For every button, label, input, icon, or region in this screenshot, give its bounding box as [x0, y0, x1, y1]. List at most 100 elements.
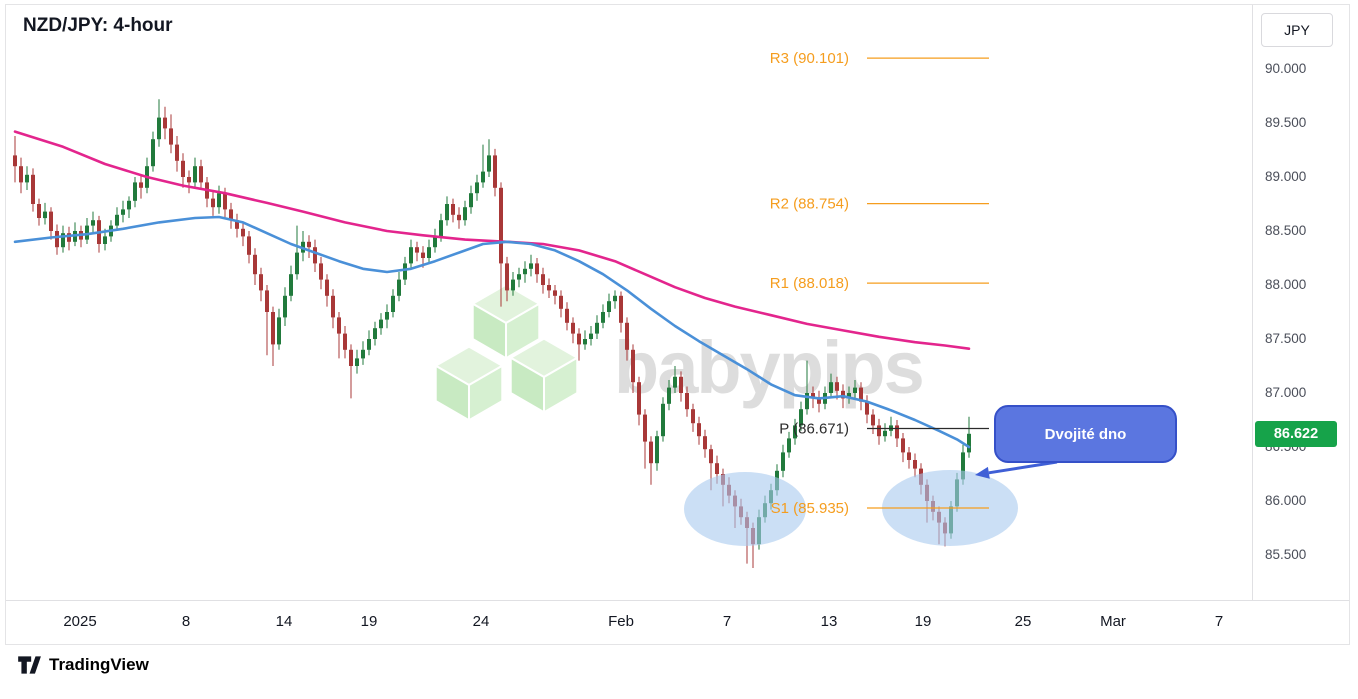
last-price-badge: 86.622 — [1255, 420, 1337, 447]
currency-button[interactable]: JPY — [1261, 13, 1333, 47]
candle-body — [517, 274, 521, 280]
candle-body — [625, 322, 629, 350]
candle-body — [343, 333, 347, 350]
candle-body — [595, 322, 599, 334]
candle-body — [181, 160, 185, 177]
candle-body — [811, 393, 815, 399]
time-axis-label: 7 — [1214, 613, 1224, 630]
price-tick-label: 89.500 — [1265, 115, 1307, 130]
pivot-label-r3: R3 (90.101) — [770, 50, 849, 67]
candle-body — [409, 247, 413, 264]
candle-body — [367, 339, 371, 350]
candle-body — [853, 387, 857, 393]
candle-body — [151, 139, 155, 167]
candle-body — [13, 155, 17, 167]
time-axis-label: 14 — [275, 613, 293, 630]
candle-body — [319, 263, 323, 280]
candle-body — [661, 403, 665, 437]
candle-body — [883, 430, 887, 437]
candle-body — [127, 200, 131, 210]
watermark-cube-icon — [508, 337, 580, 414]
candle-body — [469, 193, 473, 208]
candle-body — [439, 220, 443, 237]
candle-body — [583, 339, 587, 345]
candle-body — [619, 295, 623, 323]
candle-body — [49, 211, 53, 231]
candle-body — [703, 436, 707, 450]
candle-body — [871, 414, 875, 426]
candle-body — [61, 233, 65, 248]
pivot-label-r2: R2 (88.754) — [770, 196, 849, 213]
candle-body — [43, 211, 47, 219]
candle-body — [25, 174, 29, 183]
candle-body — [265, 290, 269, 312]
candle-body — [541, 274, 545, 285]
pivot-label-p: P (86.671) — [779, 421, 849, 438]
candle-body — [289, 274, 293, 296]
candle-body — [805, 393, 809, 410]
candle-body — [157, 117, 161, 140]
watermark-cube-icon — [433, 345, 505, 422]
watermark-cube-icon — [470, 283, 542, 360]
candle-body — [235, 220, 239, 229]
price-tick-label: 87.000 — [1265, 385, 1307, 400]
candle-body — [589, 333, 593, 339]
price-axis[interactable]: JPY 86.622 90.000 89.500 89.000 88.500 88.00… — [1252, 5, 1349, 600]
time-axis[interactable]: 2025 8 14 19 24 Feb 7 13 19 25 Mar 7 — [6, 600, 1349, 644]
candle-body — [283, 295, 287, 318]
candle-body — [451, 204, 455, 215]
candle-body — [553, 290, 557, 296]
price-tick-label: 89.000 — [1265, 169, 1307, 184]
candle-body — [253, 254, 257, 275]
candle-body — [547, 285, 551, 291]
candle-body — [865, 401, 869, 415]
candle-body — [187, 177, 191, 183]
candle-body — [577, 333, 581, 345]
candle-body — [103, 236, 107, 244]
candle-body — [511, 279, 515, 291]
candle-body — [295, 252, 299, 275]
price-chart[interactable]: babypips R3 (90.101) R2 (88.754) R1 (88.018… — [6, 5, 1252, 600]
fast-ma-blue — [13, 215, 971, 449]
time-axis-label: 7 — [722, 613, 732, 630]
candle-body — [559, 295, 563, 309]
time-axis-label: 13 — [820, 613, 838, 630]
candle-body — [463, 207, 467, 221]
candle-body — [607, 301, 611, 312]
time-axis-label: 19 — [360, 613, 378, 630]
candle-body — [631, 349, 635, 383]
candle-body — [421, 252, 425, 258]
candle-body — [601, 312, 605, 323]
price-tick-label: 86.000 — [1265, 493, 1307, 508]
candle-body — [571, 322, 575, 334]
tradingview-logo-icon[interactable] — [16, 652, 42, 678]
candle-body — [385, 312, 389, 320]
candle-body — [373, 328, 377, 339]
candle-body — [787, 438, 791, 453]
price-tick-label: 88.500 — [1265, 223, 1307, 238]
candle-body — [847, 393, 851, 399]
candle-body — [133, 182, 137, 201]
tradingview-brand[interactable]: TradingView — [49, 655, 149, 674]
candle-body — [487, 155, 491, 172]
candle-body — [799, 409, 803, 426]
candle-body — [913, 460, 917, 469]
candle-body — [529, 263, 533, 269]
candle-body — [685, 393, 689, 410]
candle-body — [505, 263, 509, 291]
candle-body — [673, 376, 677, 388]
candle-body — [565, 308, 569, 323]
candle-body — [907, 452, 911, 460]
candle-body — [691, 409, 695, 424]
candle-body — [241, 228, 245, 237]
symbol-title: NZD/JPY: 4-hour — [23, 15, 173, 36]
double-bottom-callout[interactable]: Dvojité dno — [994, 405, 1177, 463]
candle-body — [499, 187, 503, 264]
candle-body — [415, 247, 419, 253]
candle-body — [445, 204, 449, 221]
price-tick-label: 87.500 — [1265, 331, 1307, 346]
candle-body — [349, 349, 353, 366]
candle-body — [169, 128, 173, 145]
candle-body — [901, 438, 905, 453]
